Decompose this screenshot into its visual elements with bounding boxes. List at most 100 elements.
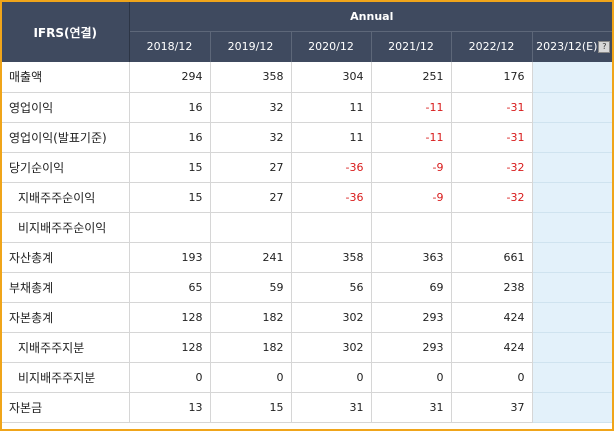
row-label[interactable]: 지배주주지분 xyxy=(2,332,130,363)
value-cell: 16 xyxy=(129,122,211,153)
value-cell: 65 xyxy=(129,272,211,303)
ifrs-header: IFRS(연결) xyxy=(2,2,130,62)
row-label[interactable]: 비지배주주지분 xyxy=(2,362,130,393)
value-cell: 0 xyxy=(129,362,211,393)
value-cell: -36 xyxy=(291,152,372,183)
estimate-cell xyxy=(532,272,612,303)
value-cell: 0 xyxy=(210,362,292,393)
table-row: 자산총계 193 241 358 363 661 xyxy=(2,242,612,273)
value-cell: 238 xyxy=(451,272,533,303)
estimate-cell xyxy=(532,122,612,153)
value-cell: 15 xyxy=(129,182,211,213)
value-cell xyxy=(451,212,533,243)
value-cell: 31 xyxy=(291,392,372,423)
value-cell: 16 xyxy=(129,92,211,123)
row-label[interactable]: 자본총계 xyxy=(2,302,130,333)
table-row: 지배주주지분 128 182 302 293 424 xyxy=(2,332,612,363)
value-cell: 424 xyxy=(451,332,533,363)
value-cell: 128 xyxy=(129,302,211,333)
value-cell: 0 xyxy=(371,362,452,393)
value-cell: -32 xyxy=(451,182,533,213)
row-label[interactable]: 자본금 xyxy=(2,392,130,423)
table-row: 부채총계 65 59 56 69 238 xyxy=(2,272,612,303)
value-cell: 0 xyxy=(291,362,372,393)
value-cell: -9 xyxy=(371,152,452,183)
value-cell: 176 xyxy=(451,62,533,93)
estimate-cell xyxy=(532,182,612,213)
value-cell: -31 xyxy=(451,92,533,123)
estimate-cell xyxy=(532,152,612,183)
value-cell: -36 xyxy=(291,182,372,213)
row-label[interactable]: 부채총계 xyxy=(2,272,130,303)
value-cell: 363 xyxy=(371,242,452,273)
table-row: 영업이익 16 32 11 -11 -31 xyxy=(2,92,612,123)
table-row: 자본금 13 15 31 31 37 xyxy=(2,392,612,423)
value-cell: -32 xyxy=(451,152,533,183)
estimate-year-label: 2023/12(E) xyxy=(536,40,598,54)
year-header: 2018/12 xyxy=(129,31,211,62)
table-row: 비지배주주순이익 xyxy=(2,212,612,243)
value-cell: 11 xyxy=(291,92,372,123)
table-row: 매출액 294 358 304 251 176 xyxy=(2,62,612,93)
value-cell: 304 xyxy=(291,62,372,93)
help-icon[interactable]: ? xyxy=(598,41,611,54)
value-cell: 27 xyxy=(210,152,292,183)
value-cell: 302 xyxy=(291,302,372,333)
year-header: 2019/12 xyxy=(210,31,292,62)
financial-table: IFRS(연결) Annual 2018/12 2019/12 2020/12 … xyxy=(2,2,612,423)
estimate-cell xyxy=(532,242,612,273)
value-cell: 32 xyxy=(210,122,292,153)
value-cell: 182 xyxy=(210,302,292,333)
row-label[interactable]: 자산총계 xyxy=(2,242,130,273)
table-row: 지배주주순이익 15 27 -36 -9 -32 xyxy=(2,182,612,213)
value-cell: 293 xyxy=(371,302,452,333)
value-cell: -11 xyxy=(371,122,452,153)
value-cell: 302 xyxy=(291,332,372,363)
value-cell: 661 xyxy=(451,242,533,273)
value-cell xyxy=(210,212,292,243)
value-cell: 193 xyxy=(129,242,211,273)
value-cell: 0 xyxy=(451,362,533,393)
value-cell: 15 xyxy=(129,152,211,183)
estimate-cell xyxy=(532,332,612,363)
estimate-cell xyxy=(532,392,612,423)
value-cell: 251 xyxy=(371,62,452,93)
row-label[interactable]: 당기순이익 xyxy=(2,152,130,183)
table-row: 자본총계 128 182 302 293 424 xyxy=(2,302,612,333)
value-cell: 15 xyxy=(210,392,292,423)
year-header: 2022/12 xyxy=(451,31,533,62)
value-cell: -9 xyxy=(371,182,452,213)
value-cell: -11 xyxy=(371,92,452,123)
value-cell: 32 xyxy=(210,92,292,123)
value-cell: 424 xyxy=(451,302,533,333)
value-cell: 182 xyxy=(210,332,292,363)
row-label[interactable]: 영업이익(발표기준) xyxy=(2,122,130,153)
value-cell: 56 xyxy=(291,272,372,303)
value-cell xyxy=(129,212,211,243)
value-cell: -31 xyxy=(451,122,533,153)
value-cell: 31 xyxy=(371,392,452,423)
estimate-year-header: 2023/12(E)? xyxy=(532,31,612,62)
row-label[interactable]: 지배주주순이익 xyxy=(2,182,130,213)
value-cell: 11 xyxy=(291,122,372,153)
value-cell: 358 xyxy=(291,242,372,273)
value-cell xyxy=(371,212,452,243)
table-row: 비지배주주지분 0 0 0 0 0 xyxy=(2,362,612,393)
table-body: 매출액 294 358 304 251 176 영업이익 16 32 11 -11 -31 영업이익(발… xyxy=(2,62,612,423)
row-label[interactable]: 영업이익 xyxy=(2,92,130,123)
value-cell: 128 xyxy=(129,332,211,363)
annual-header: Annual xyxy=(129,2,612,32)
value-cell: 358 xyxy=(210,62,292,93)
estimate-cell xyxy=(532,212,612,243)
value-cell: 13 xyxy=(129,392,211,423)
row-label[interactable]: 비지배주주순이익 xyxy=(2,212,130,243)
value-cell: 27 xyxy=(210,182,292,213)
row-label[interactable]: 매출액 xyxy=(2,62,130,93)
estimate-cell xyxy=(532,62,612,93)
estimate-cell xyxy=(532,302,612,333)
value-cell: 37 xyxy=(451,392,533,423)
table-row: 당기순이익 15 27 -36 -9 -32 xyxy=(2,152,612,183)
value-cell xyxy=(291,212,372,243)
year-header: 2020/12 xyxy=(291,31,372,62)
